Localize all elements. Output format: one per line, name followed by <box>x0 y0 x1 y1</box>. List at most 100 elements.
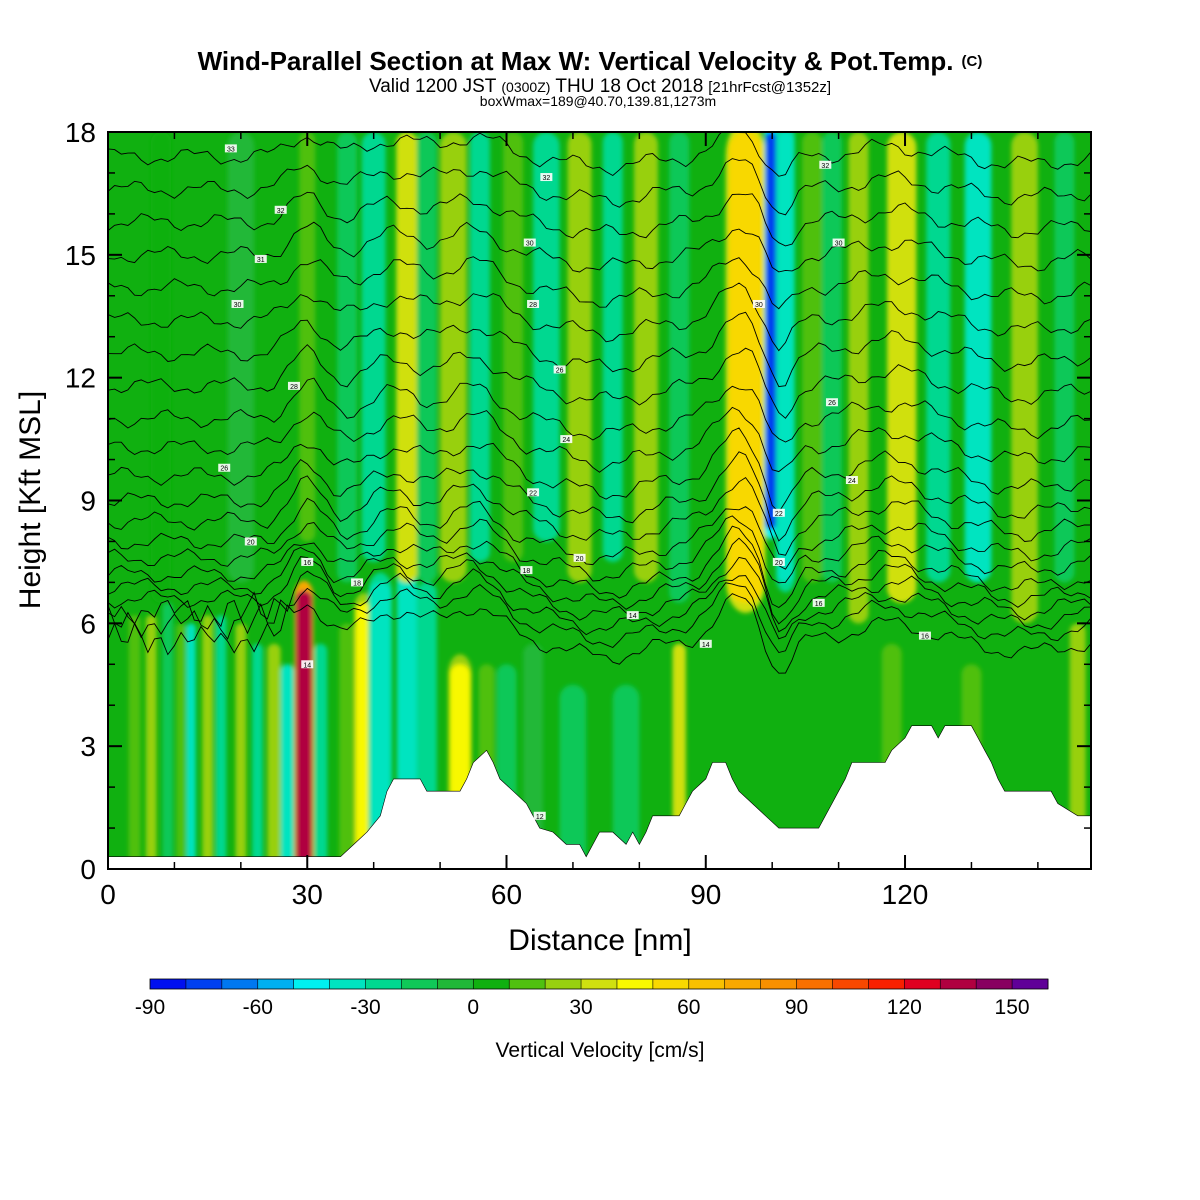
svg-text:16: 16 <box>921 634 929 641</box>
isentrope-label: 33 <box>224 144 237 153</box>
svg-text:16: 16 <box>303 560 311 567</box>
w-band <box>1054 132 1075 583</box>
colorbar-swatch <box>545 979 582 989</box>
colorbar-swatch <box>868 979 905 989</box>
isentrope-label: 30 <box>231 299 244 309</box>
w-band <box>252 643 263 869</box>
w-band <box>964 132 992 583</box>
isentrope-line <box>108 344 1091 419</box>
isentrope-line <box>108 568 1091 640</box>
isentrope-line <box>108 191 1091 247</box>
y-tick-label: 6 <box>80 608 96 639</box>
colorbar-swatch <box>365 979 402 989</box>
y-tick-label: 0 <box>80 854 96 885</box>
vertical-velocity-field <box>128 132 1086 869</box>
chart-subtitle-box-wmax: boxWmax=189@40.70,139.81,1273m <box>480 93 716 109</box>
svg-text:26: 26 <box>220 466 228 473</box>
svg-text:22: 22 <box>529 490 537 497</box>
svg-text:16: 16 <box>815 601 823 608</box>
colorbar-swatch <box>688 979 726 989</box>
isentrope-line <box>108 525 1091 609</box>
svg-text:18: 18 <box>523 568 531 575</box>
w-band <box>926 132 951 583</box>
colorbar-tick-label: 0 <box>467 996 479 1019</box>
colorbar-tick-label: 60 <box>677 996 700 1019</box>
isentrope-label: 26 <box>553 365 566 374</box>
isentrope-line <box>108 406 1091 473</box>
svg-text:18: 18 <box>353 580 361 587</box>
w-band <box>186 623 196 869</box>
w-band <box>848 132 869 624</box>
isentrope-label: 18 <box>520 566 533 575</box>
isentrope-label: 20 <box>573 553 586 563</box>
isentrope-label: 31 <box>254 254 267 264</box>
isentrope-line <box>108 427 1091 513</box>
w-band <box>559 684 587 869</box>
colorbar-frame <box>149 978 1049 990</box>
isentrope-label: 30 <box>832 238 845 248</box>
w-band <box>416 132 437 583</box>
colorbar-swatch <box>652 979 690 989</box>
colorbar-tick-label: -60 <box>243 996 273 1019</box>
w-band <box>235 623 247 869</box>
x-tick-label: 120 <box>882 879 929 910</box>
colorbar-swatch <box>832 979 869 989</box>
w-band <box>280 664 294 869</box>
w-band <box>267 643 281 869</box>
colorbar-swatch <box>221 979 259 989</box>
isentrope-label: 14 <box>699 639 712 649</box>
plot-area: 14 16 18 20 26 28 30 31 32 33 18 20 22 24 26 28 30 32 14 14… <box>108 132 1091 869</box>
isentrope-label: 24 <box>845 476 858 485</box>
svg-text:14: 14 <box>303 662 311 669</box>
svg-text:24: 24 <box>848 478 856 485</box>
svg-text:30: 30 <box>835 241 843 248</box>
colorbar-swatch <box>185 979 223 989</box>
colorbar-tick-label: 30 <box>569 996 592 1019</box>
w-band <box>337 132 358 583</box>
svg-text:28: 28 <box>529 302 537 309</box>
terrain-mask <box>108 725 1091 869</box>
isentrope-label: 28 <box>287 381 300 391</box>
y-tick-label: 12 <box>65 363 96 394</box>
colorbar-swatch <box>976 979 1013 989</box>
colorbar-tick-label: 150 <box>995 996 1030 1019</box>
isentrope-label: 14 <box>301 660 314 669</box>
w-band <box>669 132 690 603</box>
svg-text:20: 20 <box>247 539 255 546</box>
isentrope-label: 26 <box>218 463 231 473</box>
svg-text:14: 14 <box>702 642 710 649</box>
y-axis-label: Height [Kft MSL] <box>14 391 47 609</box>
w-band <box>313 643 328 869</box>
colorbar-swatch <box>940 979 977 989</box>
w-band <box>145 615 157 869</box>
svg-text:33: 33 <box>227 146 235 153</box>
x-tick-label: 90 <box>690 879 721 910</box>
svg-text:32: 32 <box>277 208 285 215</box>
svg-text:30: 30 <box>526 241 534 248</box>
w-band <box>802 132 823 583</box>
w-band <box>440 132 467 583</box>
w-band <box>202 615 213 869</box>
colorbar-swatch <box>616 979 654 989</box>
svg-text:22: 22 <box>775 511 783 518</box>
colorbar-swatch <box>509 979 546 989</box>
y-tick-label: 18 <box>65 117 96 148</box>
w-band <box>503 132 524 562</box>
isentrope-line <box>108 311 1091 388</box>
isentrope-line <box>108 537 1091 625</box>
colorbar-swatch <box>904 979 941 989</box>
isentrope-line <box>108 497 1091 570</box>
x-tick-label: 30 <box>292 879 323 910</box>
colorbar-swatch <box>724 979 762 989</box>
svg-text:30: 30 <box>755 302 763 309</box>
colorbar-swatch <box>796 979 833 989</box>
w-band <box>227 132 255 583</box>
w-band <box>634 132 658 583</box>
colorbar-swatch <box>1012 979 1049 989</box>
y-axis: 0 3 6 9 12 15 18 <box>65 117 1091 885</box>
svg-text:28: 28 <box>290 384 298 391</box>
w-band <box>339 623 356 869</box>
w-band <box>299 132 316 542</box>
svg-text:32: 32 <box>821 163 829 170</box>
isentrope-line <box>108 377 1091 443</box>
